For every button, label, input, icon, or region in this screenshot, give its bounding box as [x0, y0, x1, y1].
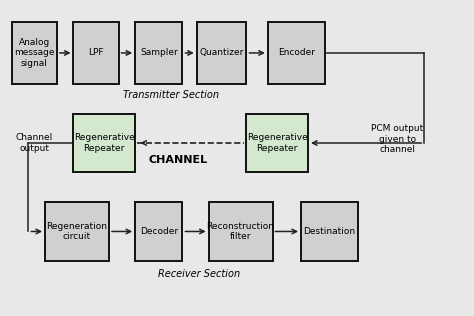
Text: Regeneration
circuit: Regeneration circuit: [46, 222, 108, 241]
Text: Quantizer: Quantizer: [200, 48, 244, 58]
Text: Encoder: Encoder: [278, 48, 315, 58]
FancyBboxPatch shape: [135, 202, 182, 261]
FancyBboxPatch shape: [209, 202, 273, 261]
FancyBboxPatch shape: [73, 22, 118, 84]
FancyBboxPatch shape: [45, 202, 109, 261]
FancyBboxPatch shape: [12, 22, 57, 84]
Text: Sampler: Sampler: [140, 48, 178, 58]
FancyBboxPatch shape: [246, 114, 308, 172]
FancyBboxPatch shape: [197, 22, 246, 84]
Text: LPF: LPF: [88, 48, 104, 58]
Text: Decoder: Decoder: [140, 227, 178, 236]
Text: Reconstruction
filter: Reconstruction filter: [207, 222, 274, 241]
Text: Regenerative
Repeater: Regenerative Repeater: [74, 133, 135, 153]
Text: Destination: Destination: [303, 227, 356, 236]
Text: Regenerative
Repeater: Regenerative Repeater: [247, 133, 308, 153]
Text: PCM output
given to
channel: PCM output given to channel: [371, 124, 423, 154]
Text: CHANNEL: CHANNEL: [148, 155, 207, 165]
FancyBboxPatch shape: [73, 114, 135, 172]
Text: Analog
message
signal: Analog message signal: [14, 38, 55, 68]
FancyBboxPatch shape: [135, 22, 182, 84]
Text: Transmitter Section: Transmitter Section: [123, 90, 219, 100]
Text: Channel
output: Channel output: [16, 133, 53, 153]
FancyBboxPatch shape: [301, 202, 358, 261]
Text: Receiver Section: Receiver Section: [158, 269, 240, 279]
FancyBboxPatch shape: [268, 22, 325, 84]
